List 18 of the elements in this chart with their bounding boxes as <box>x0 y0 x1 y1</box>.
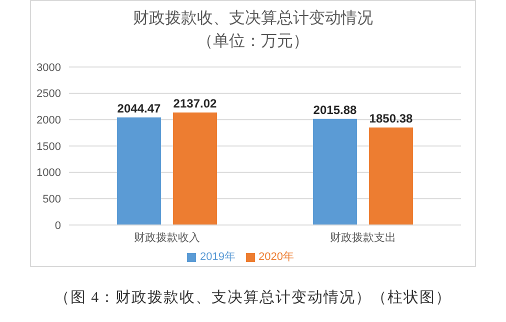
x-tick-label: 财政拨款收入 <box>134 230 200 244</box>
legend-label: 2019年 <box>200 251 236 263</box>
data-label: 2137.02 <box>173 96 218 110</box>
y-tick-label: 1500 <box>36 140 61 153</box>
data-label: 2015.88 <box>313 102 358 117</box>
legend-label: 2020年 <box>258 251 294 263</box>
y-tick-label: 1000 <box>36 167 61 180</box>
y-tick-label: 500 <box>42 194 61 206</box>
data-label: 1850.38 <box>369 112 414 126</box>
x-tick-label: 财政拨款支出 <box>330 230 396 244</box>
y-tick-label: 0 <box>54 220 61 232</box>
y-tick-label: 2500 <box>36 88 61 100</box>
data-label: 2044.47 <box>117 101 162 116</box>
chart-subtitle: （单位：万元） <box>196 32 310 52</box>
y-tick-label: 2000 <box>36 114 61 127</box>
text: （图 4：财政拨款收、支决算总计变动情况）（柱状图） <box>53 288 453 307</box>
chart-title: 财政拨款收、支决算总计变动情况 <box>132 8 374 29</box>
y-tick-label: 3000 <box>36 62 61 74</box>
